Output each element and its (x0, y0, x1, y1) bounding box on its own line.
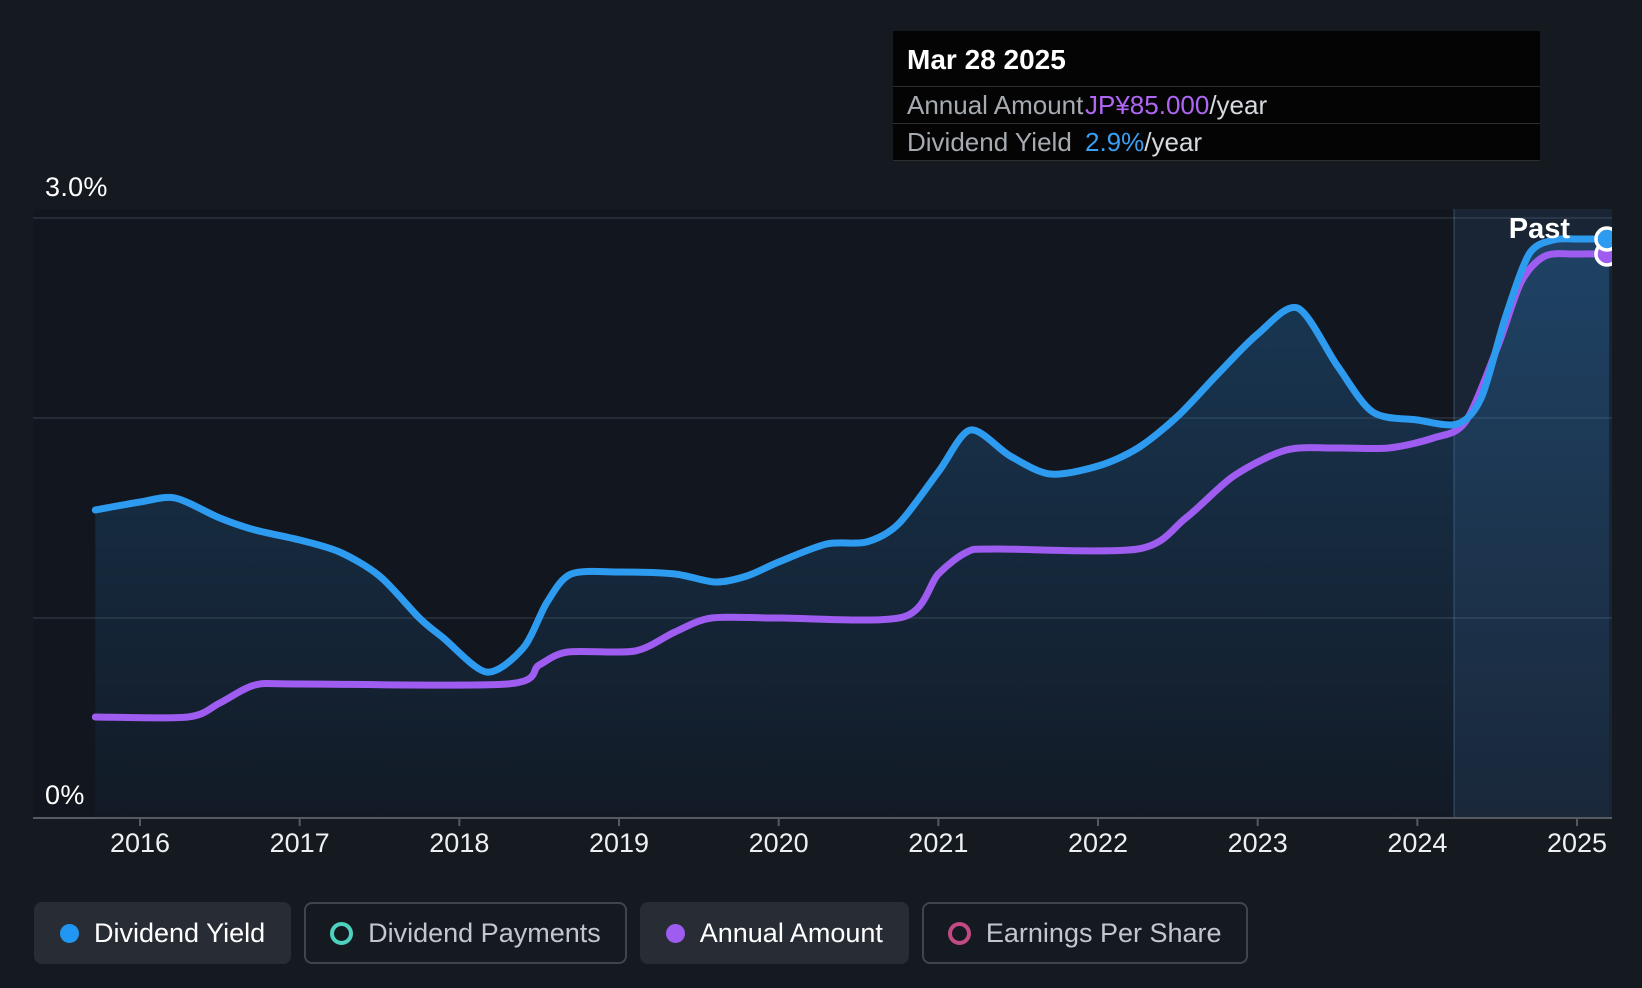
x-axis-label-2023: 2023 (1227, 828, 1288, 858)
dividend-payments-marker-icon (330, 921, 354, 945)
x-axis-label-2019: 2019 (588, 828, 650, 858)
legend-button-annual-amount[interactable]: Annual Amount (639, 902, 909, 964)
chart-tooltip: Mar 28 2025 Annual Amount JP¥85.000 /yea… (893, 31, 1540, 161)
tooltip-value: JP¥85.000 (1085, 89, 1210, 120)
tooltip-value: 2.9% (1085, 126, 1145, 157)
x-axis-label-2021: 2021 (908, 828, 969, 858)
y-axis-label-max: 3.0% (45, 172, 108, 202)
legend-label: Dividend Payments (368, 917, 601, 948)
legend-label: Earnings Per Share (985, 917, 1222, 948)
dividend-yield-area (95, 238, 1609, 819)
past-annotation: Past (1509, 213, 1571, 245)
legend-button-dividend-yield[interactable]: Dividend Yield (34, 902, 292, 964)
right-margin-cover (1612, 0, 1642, 988)
x-axis-label-2024: 2024 (1387, 828, 1448, 858)
x-axis-label-2025: 2025 (1546, 828, 1608, 858)
x-axis-label-2016: 2016 (109, 828, 171, 858)
legend-label: Dividend Yield (94, 917, 266, 948)
tooltip-label: Annual Amount (907, 89, 1084, 120)
legend-label: Annual Amount (699, 917, 883, 948)
legend-button-dividend-payments[interactable]: Dividend Payments (304, 902, 627, 964)
tooltip-suffix: /year (1209, 89, 1268, 120)
tooltip-suffix: /year (1144, 126, 1203, 157)
dividend-yield-marker-icon (60, 923, 79, 943)
legend-button-earnings-per-share[interactable]: Earnings Per Share (921, 902, 1248, 964)
dividend-yield-line (91, 235, 1613, 676)
tooltip-date: Mar 28 2025 (907, 44, 1066, 75)
x-axis-label-2022: 2022 (1067, 828, 1129, 858)
x-axis-label-2017: 2017 (269, 828, 330, 858)
tooltip-row-annual-amount: Annual Amount JP¥85.000 /year (893, 86, 1540, 123)
x-axis-label-2020: 2020 (748, 828, 809, 858)
tooltip-label: Dividend Yield (907, 126, 1072, 157)
tooltip-row-dividend-yield: Dividend Yield 2.9% /year (893, 123, 1540, 161)
annual-amount-marker-icon (665, 923, 685, 943)
x-axis-label-2018: 2018 (429, 828, 490, 858)
y-axis-label-min: 0% (45, 780, 85, 810)
chart-legend: Dividend Yield Dividend Payments Annual … (34, 902, 1248, 964)
earnings-per-share-marker-icon (947, 921, 971, 945)
